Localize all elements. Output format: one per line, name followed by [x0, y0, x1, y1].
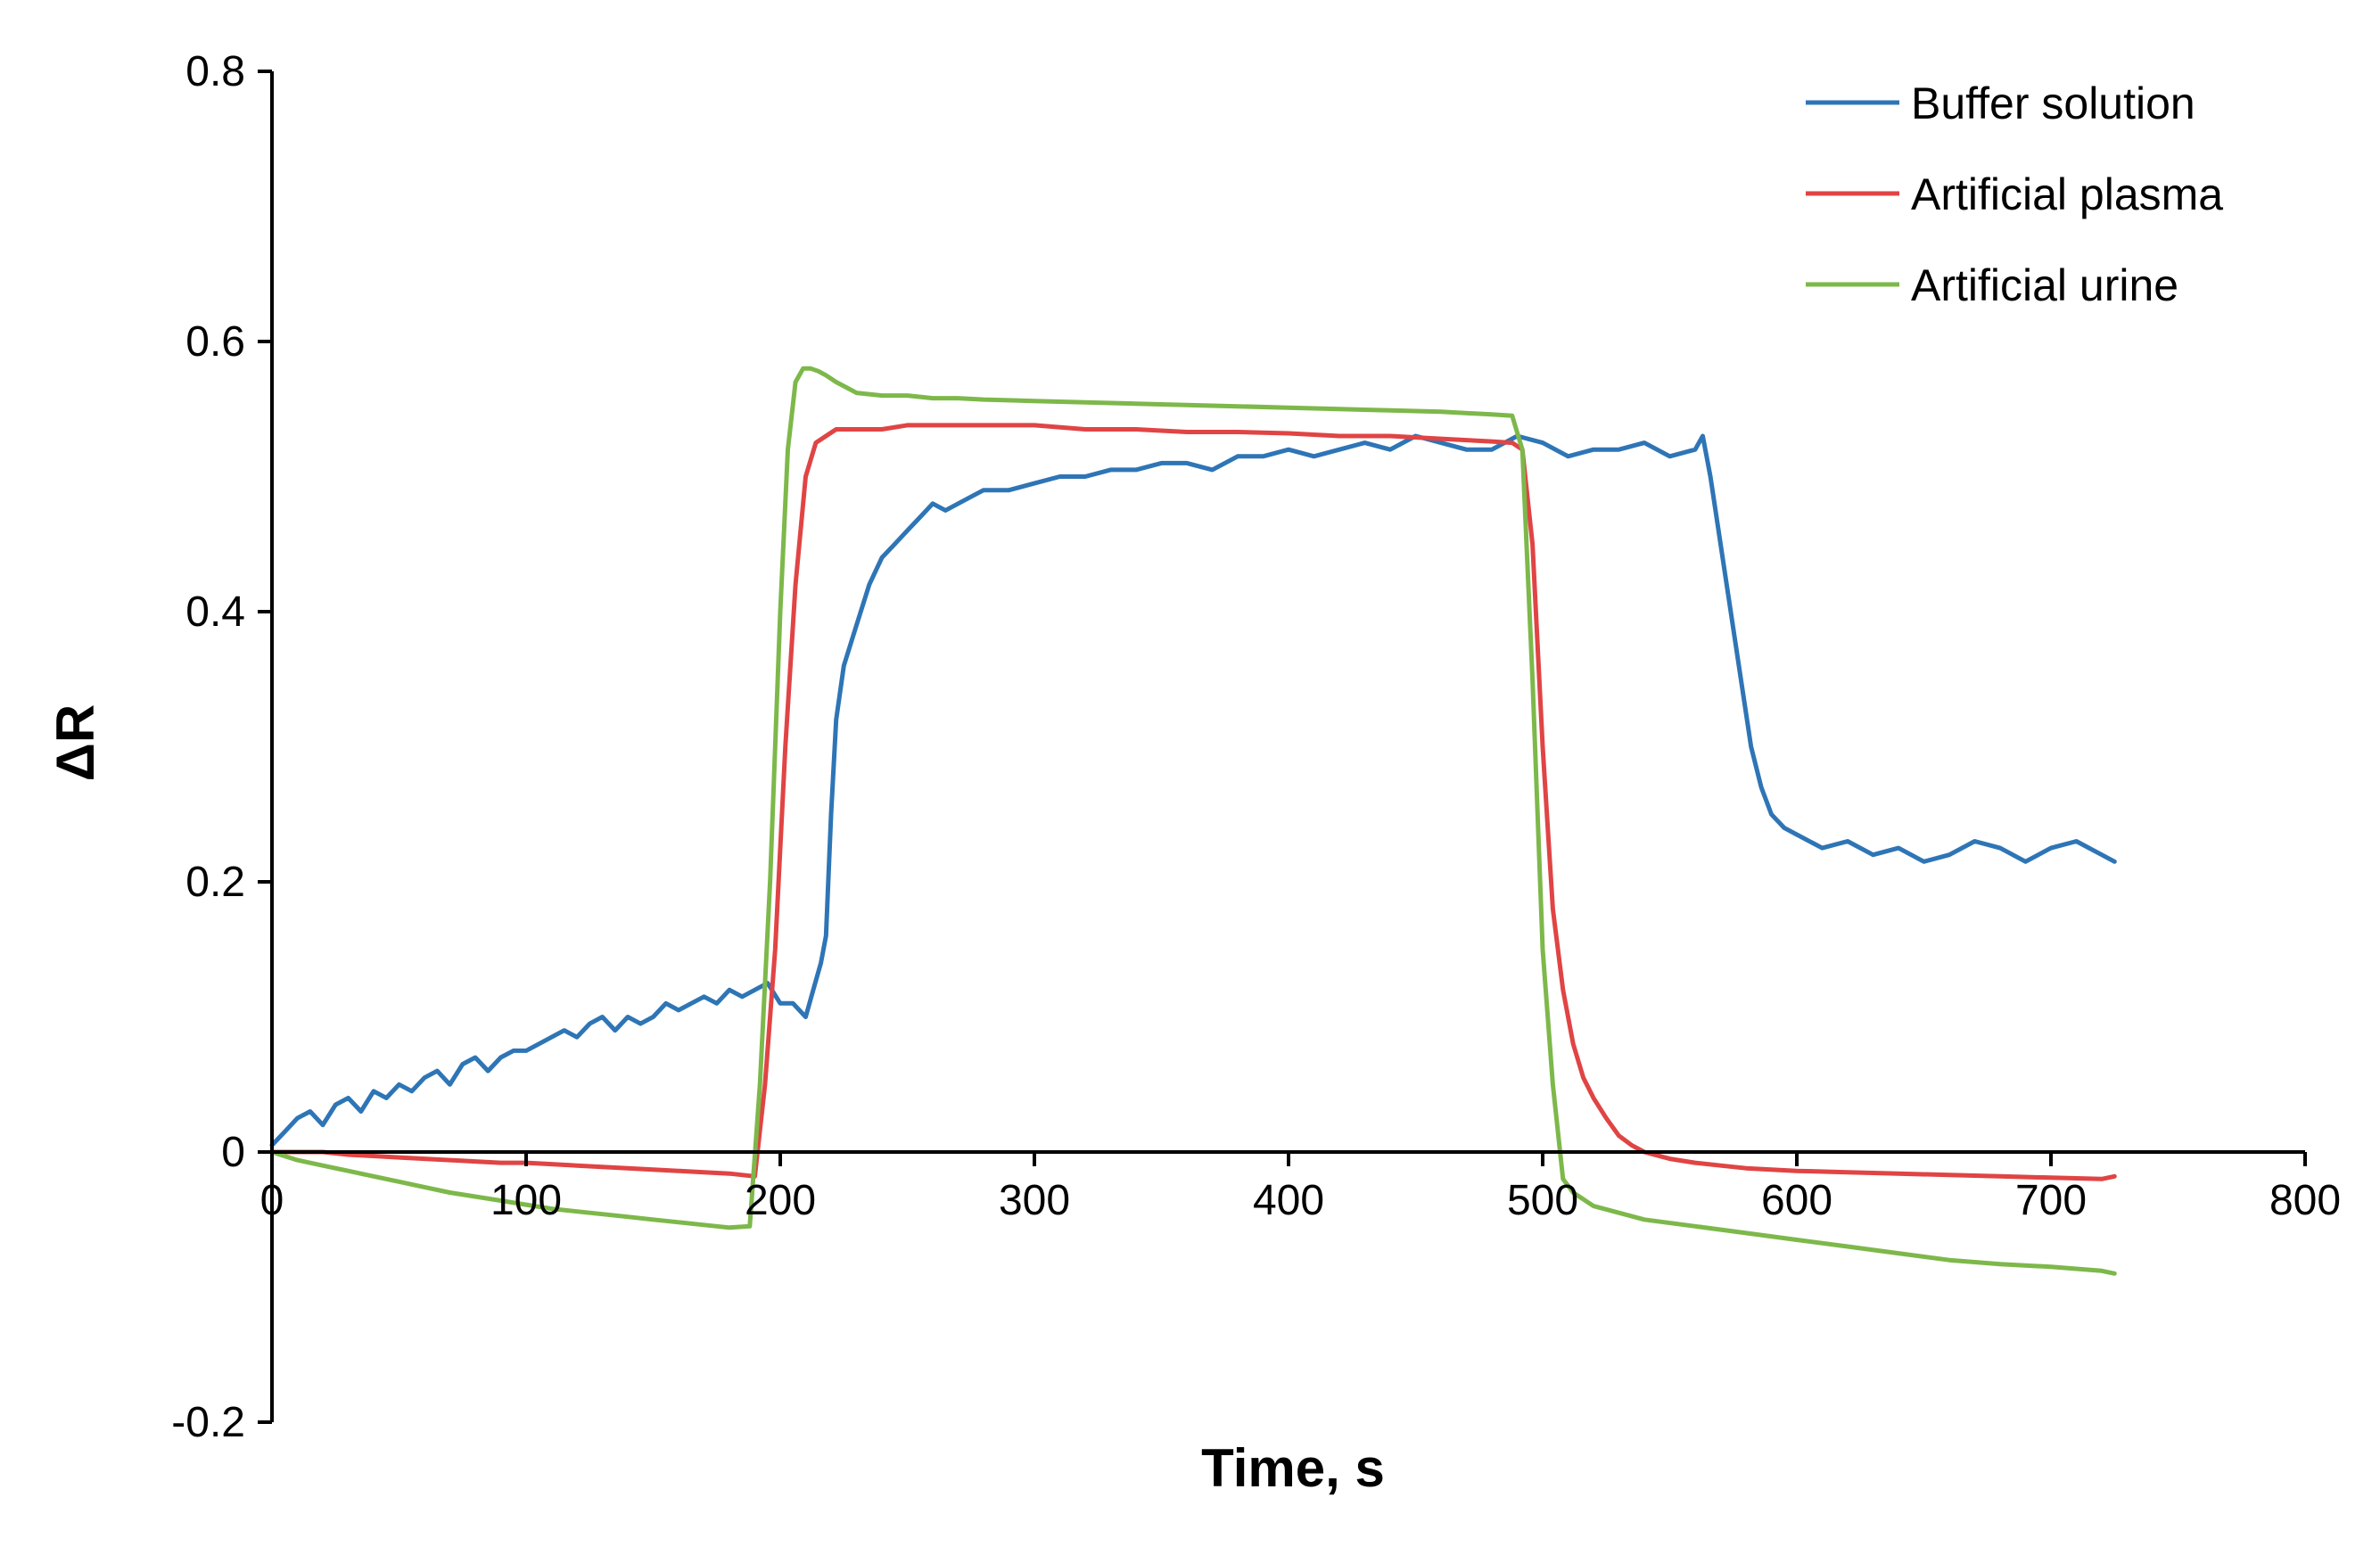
y-tick-label: 0.6	[185, 318, 245, 366]
x-tick-label: 300	[999, 1177, 1070, 1224]
series-line-artificial-plasma	[269, 423, 2117, 1181]
x-tick-label: 400	[1253, 1177, 1324, 1224]
y-axis-title: ΔR	[45, 704, 105, 781]
y-tick-label: 0.8	[185, 48, 245, 95]
x-tick-label: 200	[745, 1177, 816, 1224]
y-tick-label: 0	[221, 1129, 245, 1176]
x-tick-label: 0	[260, 1177, 284, 1224]
legend: Buffer solution Artificial plasma Artifici…	[1806, 78, 2223, 310]
series-layer	[269, 366, 2117, 1276]
legend-label-artificial-urine: Artificial urine	[1911, 260, 2178, 310]
x-tick-label: 600	[1761, 1177, 1832, 1224]
x-tick-label: 500	[1507, 1177, 1578, 1224]
series-line-buffer-solution	[269, 433, 2117, 1148]
legend-label-artificial-plasma: Artificial plasma	[1911, 169, 2223, 219]
ticks-layer: -0.2 0 0.2 0.4 0.6 0.8 0 100 200 300 400 500 600 700 8…	[171, 48, 2341, 1446]
y-tick-label: 0.4	[185, 588, 245, 636]
x-axis-title: Time, s	[1201, 1438, 1385, 1498]
y-tick-label: -0.2	[171, 1399, 245, 1446]
legend-label-buffer-solution: Buffer solution	[1911, 78, 2195, 128]
series-line-artificial-urine	[269, 366, 2117, 1276]
x-tick-label: 700	[2015, 1177, 2087, 1224]
x-tick-label: 100	[490, 1177, 562, 1224]
y-tick-label: 0.2	[185, 859, 245, 906]
x-tick-label: 800	[2269, 1177, 2341, 1224]
